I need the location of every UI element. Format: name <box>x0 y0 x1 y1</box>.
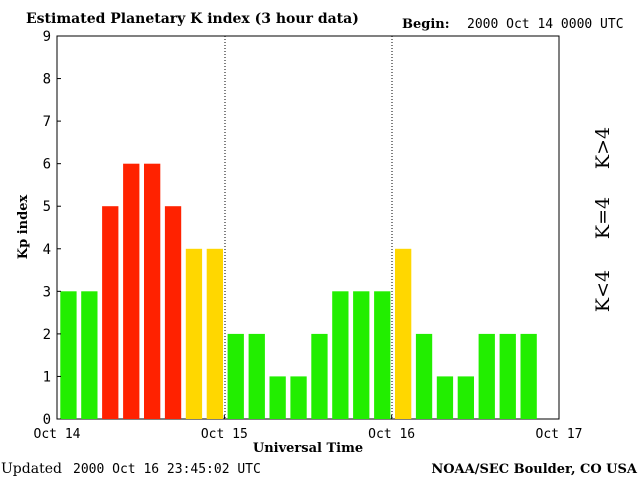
y-tick-label: 5 <box>43 199 51 215</box>
kp-bar <box>164 206 182 419</box>
kp-bar <box>415 333 433 419</box>
kp-bar <box>520 333 537 419</box>
legend-high: K>4 <box>592 127 614 169</box>
kp-bar <box>102 206 119 419</box>
kp-bar <box>353 291 370 419</box>
y-tick-label: 6 <box>43 157 51 173</box>
x-axis-label: Universal Time <box>253 441 363 456</box>
bars-group <box>60 163 537 419</box>
y-tick-label: 4 <box>43 242 51 258</box>
kp-bar <box>269 376 286 419</box>
kp-bar <box>395 248 412 419</box>
y-tick-label: 7 <box>43 114 51 130</box>
kp-bar <box>436 376 454 419</box>
x-tick-label: Oct 16 <box>368 427 415 442</box>
legend-low: K<4 <box>592 270 614 312</box>
updated-label: Updated <box>1 461 62 477</box>
kp-bar <box>290 376 307 419</box>
y-tick-label: 9 <box>43 29 51 45</box>
kp-bar <box>499 333 516 419</box>
begin-value: 2000 Oct 14 0000 UTC <box>467 17 624 32</box>
y-axis-ticks: 0 1 2 3 4 5 6 7 8 9 <box>43 29 61 428</box>
kp-bar <box>185 248 203 419</box>
kp-bar <box>227 333 244 419</box>
y-axis-label: Kp index <box>16 195 31 260</box>
x-tick-label: Oct 14 <box>34 427 81 442</box>
kp-bar <box>311 333 328 419</box>
plot-frame <box>56 35 560 420</box>
kp-bar <box>248 333 265 419</box>
kp-bar <box>457 376 474 419</box>
footer-credit: NOAA/SEC Boulder, CO USA <box>431 462 638 477</box>
kp-bar <box>206 248 223 419</box>
legend-equal: K=4 <box>592 197 614 239</box>
x-axis-ticks: Oct 14 Oct 15 Oct 16 Oct 17 <box>34 415 583 442</box>
x-tick-label: Oct 15 <box>201 427 248 442</box>
kp-bar <box>478 333 495 419</box>
kp-bar <box>374 291 391 419</box>
kp-bar <box>144 163 161 419</box>
y-tick-label: 1 <box>43 369 51 385</box>
kp-bar <box>60 291 77 419</box>
kp-bar <box>81 291 98 419</box>
y-tick-label: 3 <box>43 284 51 300</box>
y-tick-label: 0 <box>43 412 51 428</box>
begin-label: Begin: <box>402 17 450 32</box>
y-tick-label: 8 <box>43 72 51 88</box>
x-tick-label: Oct 17 <box>536 427 583 442</box>
y-tick-label: 2 <box>43 327 51 343</box>
kp-bar <box>123 163 140 419</box>
updated-value: 2000 Oct 16 23:45:02 UTC <box>73 462 261 477</box>
kp-bar <box>332 291 349 419</box>
chart-title: Estimated Planetary K index (3 hour data… <box>26 11 359 27</box>
